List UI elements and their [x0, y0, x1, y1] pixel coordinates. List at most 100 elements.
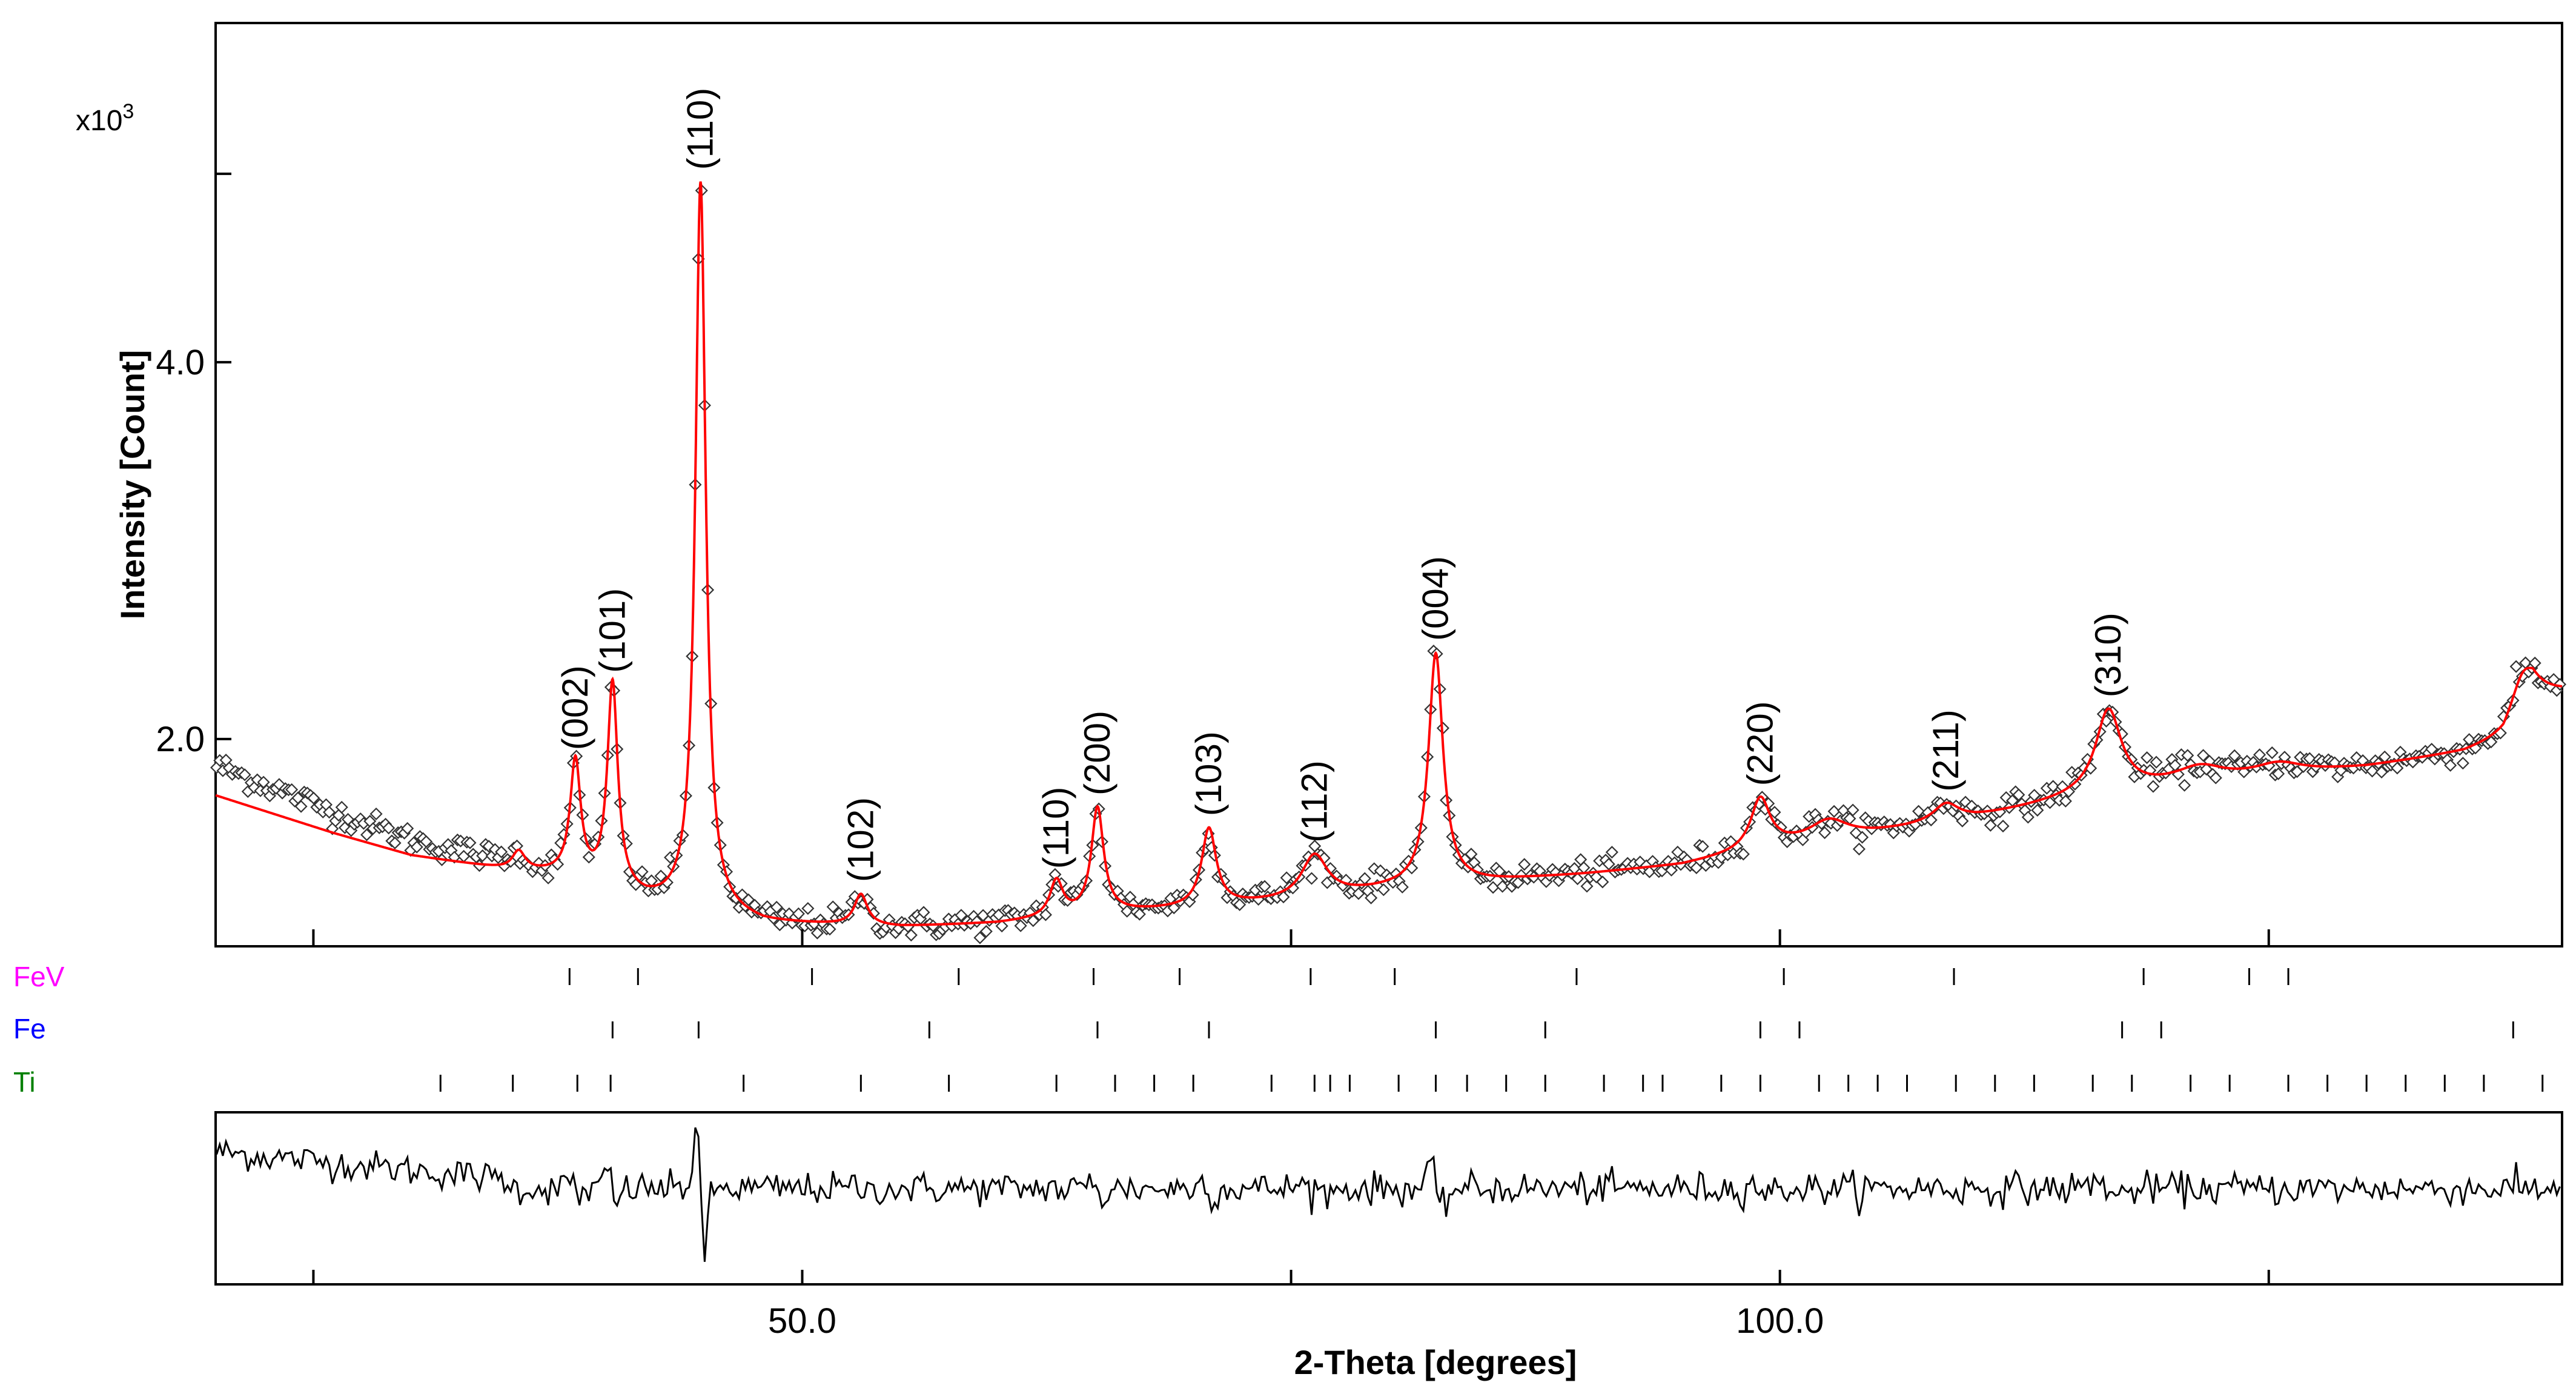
reflection-marker-rows: [439, 968, 2544, 1092]
observed-point: [810, 926, 824, 940]
observed-point: [2197, 749, 2210, 762]
observed-point: [1027, 914, 1040, 928]
observed-point: [2031, 803, 2044, 817]
observed-point: [335, 800, 348, 814]
observed-point: [1996, 820, 2010, 833]
observed-point: [285, 783, 299, 796]
main-x-axis-ticks: [312, 929, 2270, 946]
observed-point: [2463, 733, 2476, 746]
observed-point: [1121, 904, 1134, 918]
observed-point: [1377, 883, 1390, 897]
observed-point: [955, 909, 968, 922]
observed-point: [2553, 678, 2567, 691]
y-axis-ticks: [216, 172, 231, 740]
observed-point: [1846, 803, 1859, 817]
observed-point: [1768, 806, 1781, 819]
observed-point: [2485, 735, 2498, 749]
observed-point: [2444, 758, 2457, 772]
peak-label: (220): [1740, 701, 1780, 786]
observed-point: [401, 821, 414, 835]
observed-point: [463, 836, 477, 849]
observed-point: [382, 821, 396, 835]
observed-point: [801, 901, 815, 915]
observed-point: [1368, 862, 1381, 875]
observed-point: [826, 900, 839, 914]
observed-point: [1133, 908, 1146, 921]
peak-label: (310): [2088, 612, 2128, 697]
observed-point: [1827, 805, 1841, 818]
observed-point: [2141, 751, 2154, 765]
observed-point: [2237, 765, 2251, 778]
observed-point: [2265, 746, 2279, 760]
observed-point: [2181, 749, 2194, 762]
observed-point: [2012, 788, 2025, 802]
observed-point: [323, 806, 336, 819]
observed-point: [388, 836, 402, 849]
main-plot-frame: [214, 22, 2563, 948]
observed-point: [332, 809, 345, 822]
y-axis-multiplier: x103: [76, 100, 134, 137]
observed-point: [2456, 757, 2469, 770]
observed-point: [792, 907, 805, 920]
residual-curve: [216, 1127, 2561, 1262]
y-multiplier-base: x10: [76, 105, 122, 137]
observed-point: [2200, 763, 2213, 776]
peak-label: (101): [592, 588, 632, 673]
observed-point: [1305, 872, 1319, 885]
observed-point: [635, 865, 649, 878]
observed-point: [1696, 840, 1709, 853]
observed-point: [1856, 831, 1869, 844]
observed-point: [823, 923, 836, 936]
observed-point: [2391, 762, 2404, 775]
observed-point: [2375, 765, 2388, 779]
observed-point: [1605, 846, 1618, 859]
observed-point: [995, 919, 1008, 933]
observed-point: [654, 869, 667, 883]
observed-point: [541, 871, 555, 885]
observed-point: [1984, 818, 1997, 832]
observed-point: [1737, 848, 1750, 861]
peak-label: (110): [1036, 787, 1076, 869]
observed-point: [1039, 908, 1052, 921]
observed-data-points: [210, 184, 2567, 944]
observed-point: [307, 791, 320, 805]
observed-point: [976, 909, 990, 922]
peak-label: (200): [1077, 711, 1117, 795]
observed-point: [476, 849, 489, 863]
observed-point: [2150, 755, 2163, 769]
observed-point: [238, 768, 251, 782]
observed-point: [1589, 871, 1603, 884]
observed-point: [1280, 871, 1293, 885]
observed-point: [1365, 891, 1378, 904]
peak-labels: (002)(101)(110)(102) (110)(200) (103) (112)…: [555, 88, 2128, 882]
observed-point: [495, 845, 508, 858]
x-tick-label-100: 100.0: [1736, 1301, 1824, 1341]
y-tick-label-2: 2.0: [156, 720, 205, 759]
observed-point: [2509, 660, 2523, 673]
observed-point: [504, 855, 517, 868]
peak-label: (112): [1294, 760, 1334, 843]
observed-point: [482, 840, 495, 853]
observed-point: [970, 915, 984, 928]
y-tick-label-4: 4.0: [156, 343, 205, 382]
observed-point: [1956, 814, 1969, 828]
observed-point: [770, 900, 783, 914]
peak-label: (004): [1415, 556, 1455, 641]
observed-point: [360, 828, 374, 841]
peak-label: (103): [1188, 731, 1229, 816]
observed-point: [1496, 880, 1509, 893]
observed-point: [410, 840, 423, 854]
observed-point: [973, 931, 987, 944]
observed-point: [1852, 842, 1866, 856]
peak-label: (110): [680, 88, 721, 170]
observed-point: [2059, 794, 2072, 808]
observed-point: [582, 851, 595, 864]
residual-plot-frame: [214, 1111, 2563, 1286]
observed-point: [623, 865, 636, 878]
y-multiplier-exponent: 3: [122, 100, 134, 123]
observed-point: [2178, 778, 2191, 792]
observed-point: [917, 906, 930, 919]
observed-point: [1233, 898, 1247, 911]
